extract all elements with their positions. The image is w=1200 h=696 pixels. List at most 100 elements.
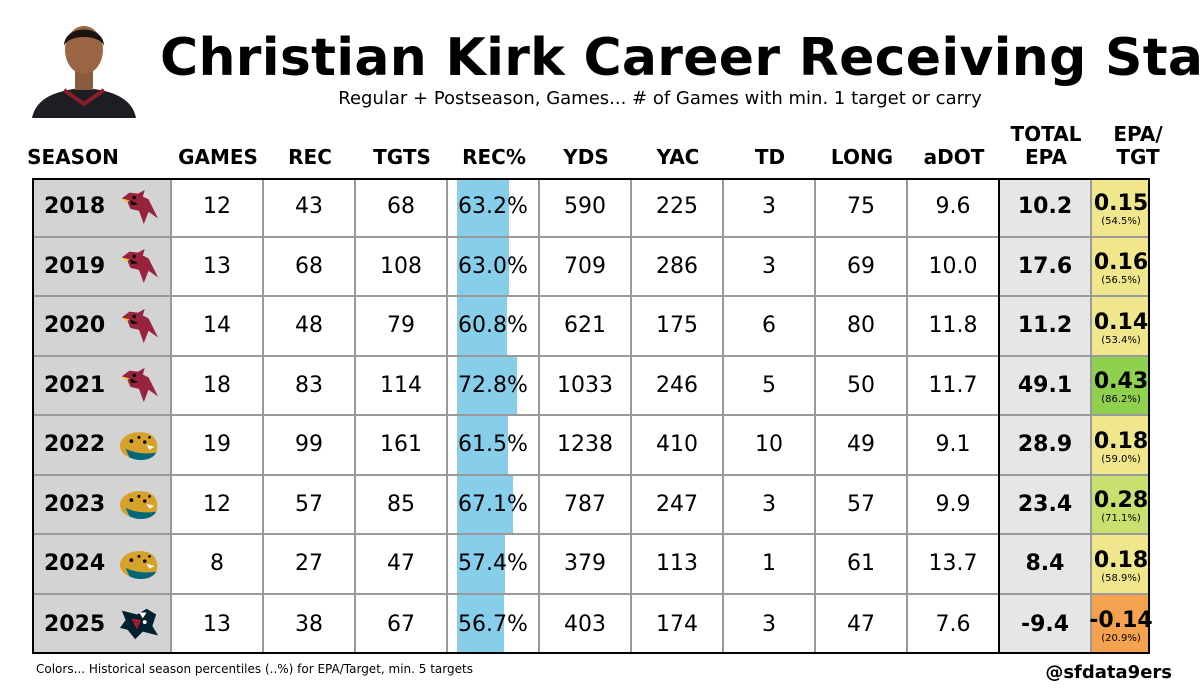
- adot-value: 11.8: [928, 313, 978, 339]
- yds-value: 621: [564, 313, 606, 339]
- cell-long: 50: [816, 356, 908, 416]
- cell-long: 80: [816, 297, 908, 357]
- header-total-epa-line1: TOTAL: [1010, 122, 1082, 146]
- rec-value: 99: [295, 432, 323, 458]
- epa-percentile-label: (54.5%): [1101, 215, 1141, 227]
- tgts-value: 47: [387, 551, 415, 577]
- long-value: 69: [847, 253, 875, 279]
- yds-value: 1033: [557, 372, 613, 398]
- rec-value: 68: [295, 253, 323, 279]
- long-value: 57: [847, 491, 875, 517]
- rec-pct-value: 60.8%: [458, 313, 528, 339]
- yac-value: 246: [656, 372, 698, 398]
- td-value: 10: [755, 432, 783, 458]
- cell-epa-tgt: 0.18 (58.9%): [1092, 535, 1150, 595]
- epa-percentile-label: (56.5%): [1101, 275, 1141, 287]
- adot-value: 9.1: [935, 432, 971, 458]
- epa-per-target-value: 0.14: [1093, 309, 1149, 335]
- rec-pct-bar: [457, 535, 505, 593]
- cell-rec-pct: 67.1%: [448, 475, 540, 535]
- td-value: 3: [762, 491, 776, 517]
- cell-td: 10: [724, 416, 816, 476]
- table-row: 2024 8 27 47 57.4% 379 113 1 61 13.7 8.4 0.18 (58.9%…: [32, 535, 1150, 595]
- cell-yds: 1238: [540, 416, 632, 476]
- cell-yds: 403: [540, 594, 632, 654]
- cell-rec: 68: [264, 237, 356, 297]
- epa-per-target-value: 0.28: [1093, 488, 1149, 514]
- yac-value: 286: [656, 253, 698, 279]
- header-long: LONG: [830, 145, 894, 169]
- cell-adot: 9.6: [908, 178, 1000, 238]
- adot-value: 10.0: [928, 253, 978, 279]
- cell-epa-tgt: 0.28 (71.1%): [1092, 475, 1150, 535]
- yac-value: 175: [656, 313, 698, 339]
- cell-games: 12: [172, 178, 264, 238]
- cell-long: 47: [816, 594, 908, 654]
- season-year: 2022: [44, 432, 106, 458]
- cell-long: 75: [816, 178, 908, 238]
- cell-games: 12: [172, 475, 264, 535]
- cell-epa-tgt: -0.14 (20.9%): [1089, 594, 1153, 654]
- cell-total-epa: 23.4: [1000, 475, 1092, 535]
- header-adot: aDOT: [923, 145, 985, 169]
- header-rec-pct: REC%: [462, 145, 526, 169]
- games-value: 12: [203, 491, 231, 517]
- cell-season: 2019: [32, 237, 172, 297]
- epa-percentile-label: (53.4%): [1101, 334, 1141, 346]
- epa-per-target-value: 0.18: [1093, 428, 1149, 454]
- long-value: 61: [847, 551, 875, 577]
- rec-pct-bar: [457, 178, 510, 236]
- cell-yds: 787: [540, 475, 632, 535]
- jaguars-logo: [118, 543, 160, 585]
- season-year: 2019: [44, 253, 106, 279]
- cell-rec: 43: [264, 178, 356, 238]
- adot-value: 11.7: [928, 372, 978, 398]
- cell-epa-tgt: 0.14 (53.4%): [1092, 297, 1150, 357]
- header-total-epa: TOTAL EPA: [1000, 123, 1092, 169]
- cell-total-epa: 49.1: [1000, 356, 1092, 416]
- rec-pct-value: 57.4%: [458, 551, 528, 577]
- epa-per-target-value: -0.14: [1089, 608, 1153, 634]
- stats-table: 2018 12 43 68 63.2% 590 225 3 75 9.6 10.2 0.15 (54.5…: [32, 178, 1153, 654]
- yds-value: 403: [564, 611, 606, 637]
- cell-games: 8: [172, 535, 264, 595]
- long-value: 47: [847, 611, 875, 637]
- season-year: 2020: [44, 313, 106, 339]
- cell-games: 13: [172, 594, 264, 654]
- cell-total-epa: 17.6: [1000, 237, 1092, 297]
- adot-value: 9.9: [935, 491, 971, 517]
- total-epa-value: -9.4: [1020, 611, 1070, 637]
- rec-pct-value: 63.2%: [458, 194, 528, 220]
- cell-long: 69: [816, 237, 908, 297]
- cell-adot: 11.7: [908, 356, 1000, 416]
- header-epa-tgt: EPA/ TGT: [1092, 123, 1184, 169]
- tgts-value: 85: [387, 491, 415, 517]
- cell-games: 18: [172, 356, 264, 416]
- cell-adot: 9.1: [908, 416, 1000, 476]
- cell-rec: 48: [264, 297, 356, 357]
- cell-rec-pct: 61.5%: [448, 416, 540, 476]
- total-epa-value: 11.2: [1017, 313, 1073, 339]
- header-td: TD: [754, 145, 786, 169]
- cell-yds: 379: [540, 535, 632, 595]
- cell-total-epa: 10.2: [1000, 178, 1092, 238]
- cell-yac: 113: [632, 535, 724, 595]
- header-tgts: TGTS: [373, 145, 431, 169]
- epa-per-target-value: 0.16: [1093, 250, 1149, 276]
- rec-pct-value: 61.5%: [458, 432, 528, 458]
- yds-value: 379: [564, 551, 606, 577]
- table-row: 2022 19 99 161 61.5% 1238 410 10 49 9.1 28.9 0.18 (5…: [32, 416, 1150, 476]
- yac-value: 247: [656, 491, 698, 517]
- jaguars-logo: [118, 483, 160, 525]
- rec-pct-value: 67.1%: [458, 491, 528, 517]
- cell-season: 2022: [32, 416, 172, 476]
- cell-td: 3: [724, 237, 816, 297]
- td-value: 3: [762, 253, 776, 279]
- rec-pct-bar: [457, 237, 510, 295]
- header-epa-tgt-line2: TGT: [1116, 145, 1160, 169]
- cell-rec: 27: [264, 535, 356, 595]
- cell-td: 3: [724, 178, 816, 238]
- yds-value: 590: [564, 194, 606, 220]
- rec-value: 38: [295, 611, 323, 637]
- tgts-value: 114: [380, 372, 422, 398]
